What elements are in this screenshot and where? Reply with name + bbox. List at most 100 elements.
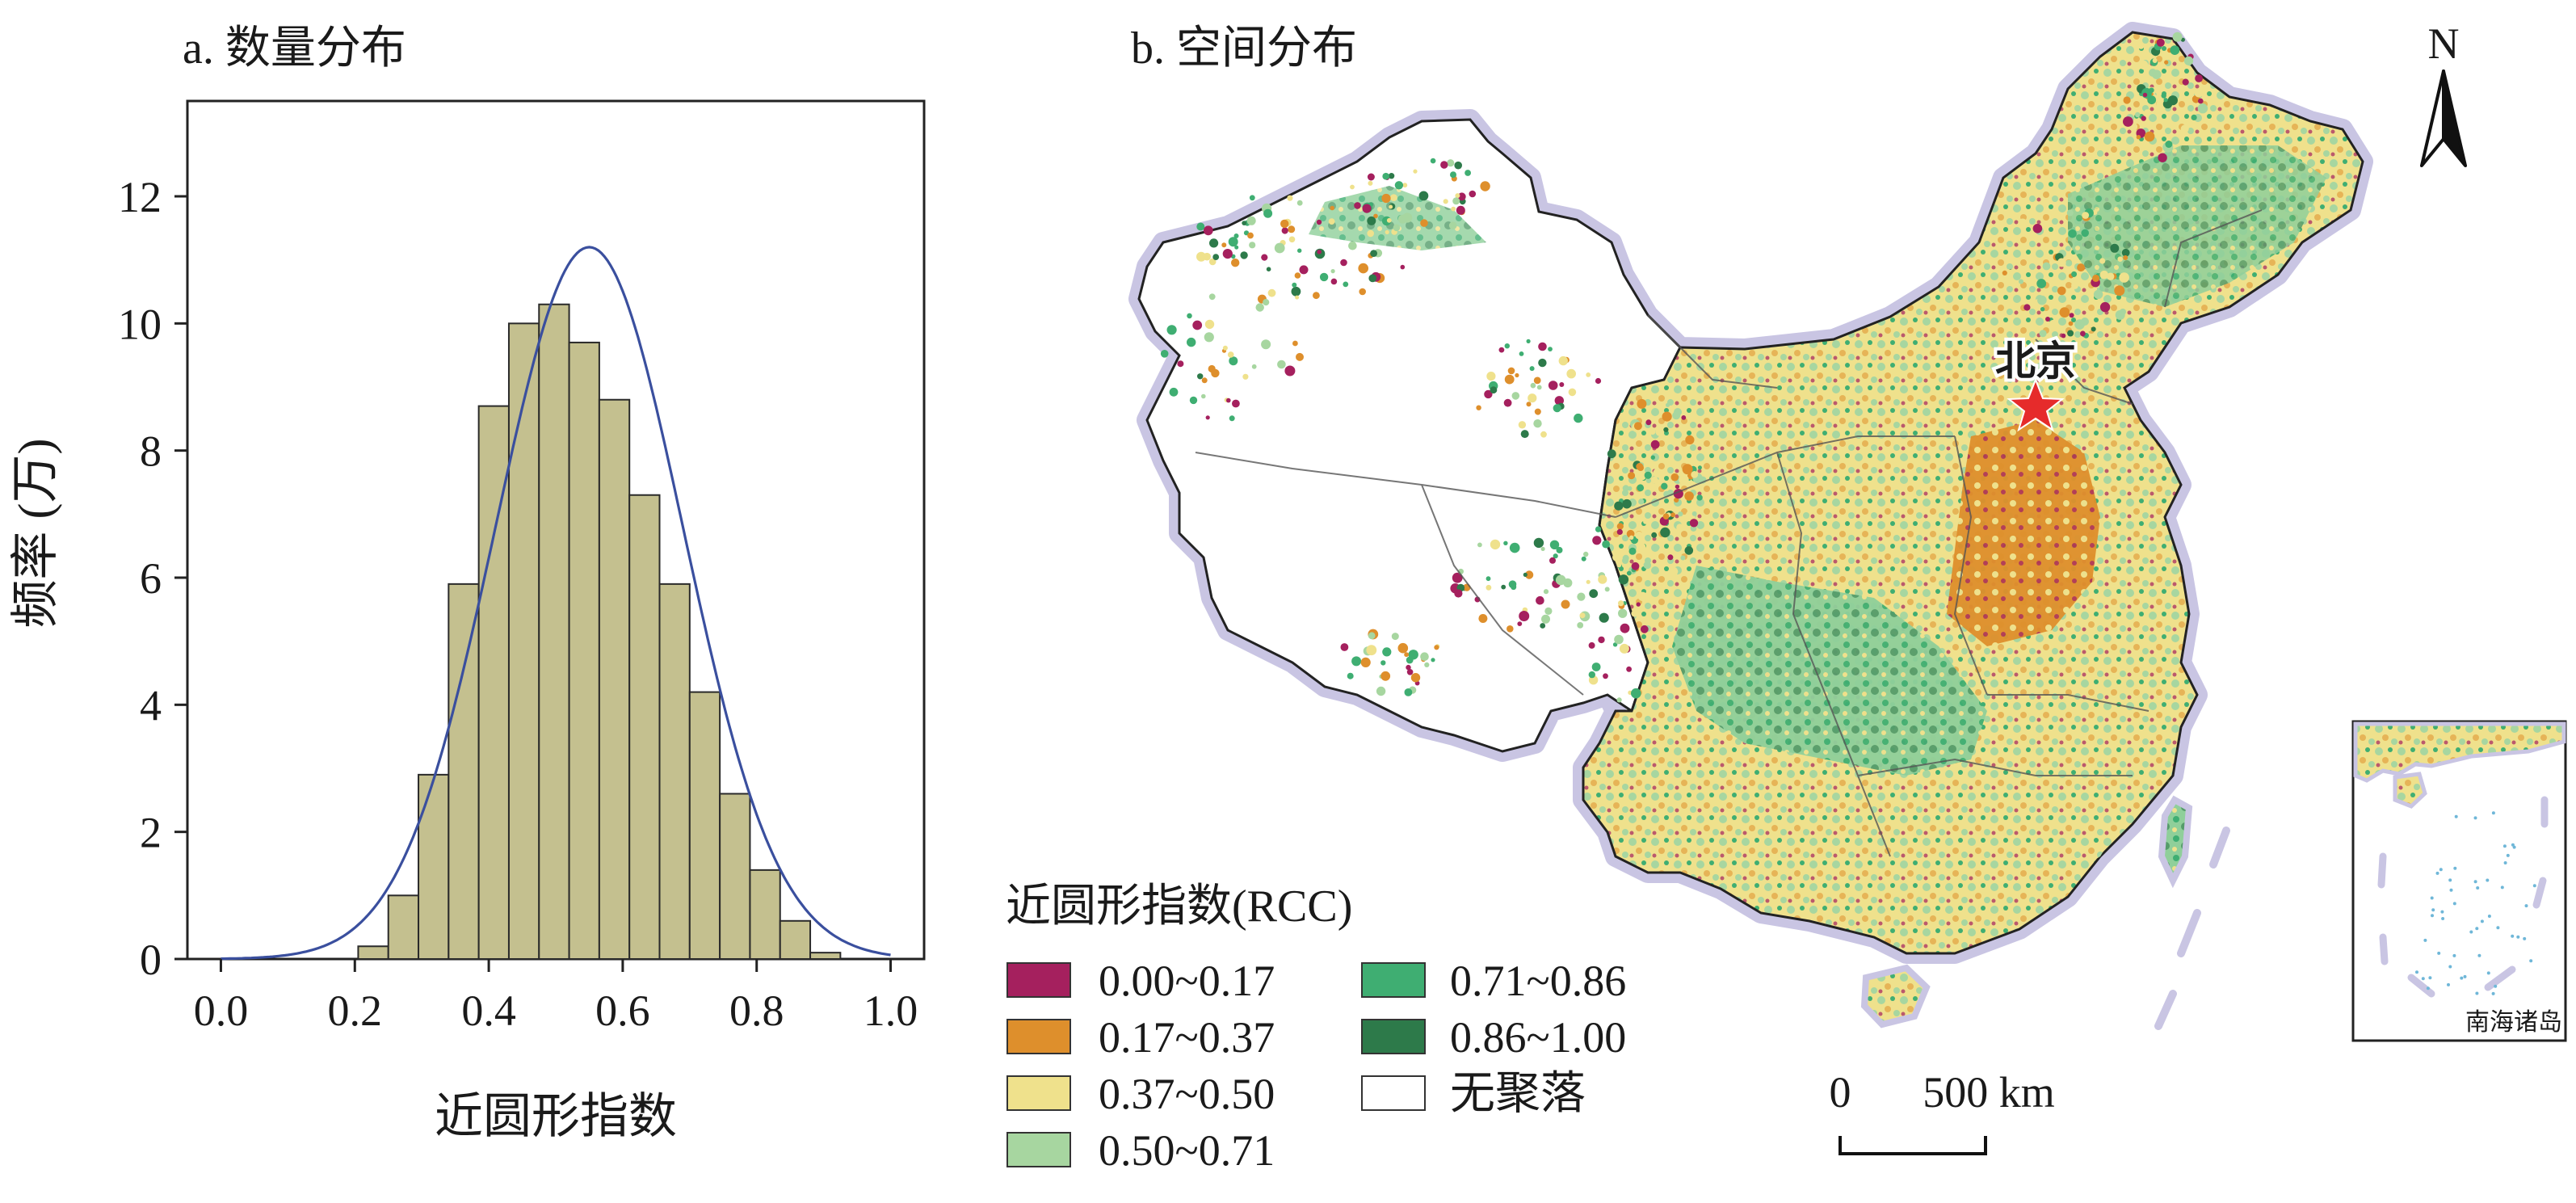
settlement-dot: [1669, 566, 1679, 576]
settlement-dot: [1640, 625, 1649, 633]
settlement-dot: [1540, 546, 1545, 552]
settlement-dot: [2191, 114, 2197, 120]
settlement-dot: [1672, 411, 1681, 420]
settlement-dot: [1586, 579, 1591, 584]
settlement-dot: [1469, 190, 1477, 198]
settlement-dot: [1684, 546, 1694, 555]
settlement-dot: [1367, 216, 1376, 225]
settlement-dot: [1240, 251, 1248, 259]
settlement-dot: [1498, 347, 1505, 353]
settlement-dot: [2080, 330, 2086, 337]
hainan-island: [1860, 964, 1931, 1028]
north-label: N: [2428, 19, 2460, 68]
settlement-dot: [1670, 512, 1676, 518]
settlement-dot: [1211, 368, 1220, 378]
settlement-dot: [1281, 227, 1288, 234]
settlement-dot: [1629, 535, 1634, 540]
inset-island-dot: [2473, 816, 2477, 820]
settlement-dot: [1486, 584, 1492, 591]
settlement-dot: [1478, 614, 1488, 623]
settlement-dot: [1233, 233, 1239, 238]
settlement-dot: [1607, 449, 1616, 459]
settlement-dot: [1455, 193, 1460, 199]
inset-island-dot: [2500, 885, 2504, 890]
x-tick-label: 0.0: [194, 986, 249, 1035]
y-tick-label: 10: [118, 300, 162, 348]
inset-island-dot: [2423, 938, 2427, 942]
y-tick-label: 8: [140, 427, 162, 476]
settlement-dot: [1681, 415, 1687, 420]
settlement-dot: [1526, 402, 1532, 407]
settlement-dot: [1192, 320, 1203, 330]
legend-swatch-1: [1006, 962, 1071, 998]
inset-island-dot: [2454, 814, 2458, 818]
settlement-dot: [1340, 259, 1347, 267]
settlement-dot: [1292, 282, 1297, 288]
settlement-dot: [1234, 245, 1239, 250]
settlement-dot: [2049, 319, 2058, 329]
settlement-dot: [1533, 376, 1541, 385]
settlement-dot: [1651, 532, 1658, 538]
settlement-dot: [2110, 243, 2120, 253]
settlement-dot: [1685, 435, 1695, 445]
settlement-dot: [1368, 274, 1377, 283]
histogram-bar: [387, 894, 420, 961]
inset-island-dot: [2475, 991, 2479, 995]
beijing-marker: 北京: [1992, 334, 2079, 432]
settlement-dot: [1292, 340, 1298, 347]
settlement-dot: [1231, 259, 1240, 267]
settlement-dot: [1340, 643, 1349, 651]
settlement-dot: [2103, 328, 2107, 334]
histogram-bar: [418, 773, 450, 960]
inset-dashes: [2377, 796, 2549, 998]
settlement-dot: [1618, 600, 1624, 607]
southeast-coast-zone: [1955, 759, 2141, 905]
settlement-dot: [1579, 612, 1586, 619]
settlement-dot: [2158, 153, 2167, 162]
settlement-dot: [1360, 657, 1371, 668]
settlement-dot: [1517, 621, 1523, 626]
legend-swatch-5: [1361, 962, 1426, 998]
settlement-dot: [2002, 270, 2007, 276]
settlement-dot: [1504, 343, 1511, 349]
settlement-dot: [1402, 212, 1413, 223]
settlement-dot: [1299, 265, 1309, 275]
northeast-green-zone: [2068, 145, 2326, 307]
south-china-sea-inset: 南海诸岛: [2351, 720, 2567, 1042]
settlement-dot: [1410, 673, 1421, 683]
settlement-dot: [1577, 622, 1584, 629]
settlement-dot: [1628, 547, 1637, 555]
inset-island-dot: [2431, 914, 2434, 918]
settlement-dot: [2068, 229, 2077, 238]
settlement-dot: [1420, 219, 1428, 227]
settlement-dot: [2040, 307, 2045, 312]
settlement-dot: [1555, 574, 1566, 586]
settlement-dot: [1406, 664, 1411, 671]
settlement-dot: [1538, 358, 1547, 368]
settlement-dot: [1328, 218, 1335, 225]
settlement-dot: [1367, 173, 1375, 181]
legend-swatch-2: [1006, 1019, 1071, 1054]
panel-a-title: a. 数量分布: [183, 23, 406, 74]
settlement-dot: [1393, 224, 1401, 232]
inset-island-dot: [2431, 908, 2435, 912]
settlement-dot: [1554, 396, 1565, 406]
inset-island-dot: [2428, 976, 2432, 980]
legend-label-6: 0.86~1.00: [1450, 1013, 1626, 1062]
settlement-dot: [1297, 248, 1302, 253]
settlement-dot: [1626, 666, 1632, 672]
settlement-dot: [1543, 589, 1549, 595]
settlement-dot: [1504, 374, 1515, 385]
settlement-dot: [1288, 225, 1296, 233]
settlement-dot: [1637, 484, 1645, 492]
settlement-dot: [1418, 191, 1429, 201]
settlement-dot: [1548, 381, 1558, 390]
settlement-dot: [1561, 599, 1570, 609]
settlement-dot: [1645, 419, 1652, 426]
settlement-dot: [1402, 183, 1408, 188]
histogram-bar: [809, 952, 842, 960]
settlement-dot: [1508, 580, 1517, 588]
settlement-dot: [1447, 159, 1455, 167]
settlement-dot: [2032, 224, 2043, 233]
settlement-dot: [1618, 608, 1628, 618]
